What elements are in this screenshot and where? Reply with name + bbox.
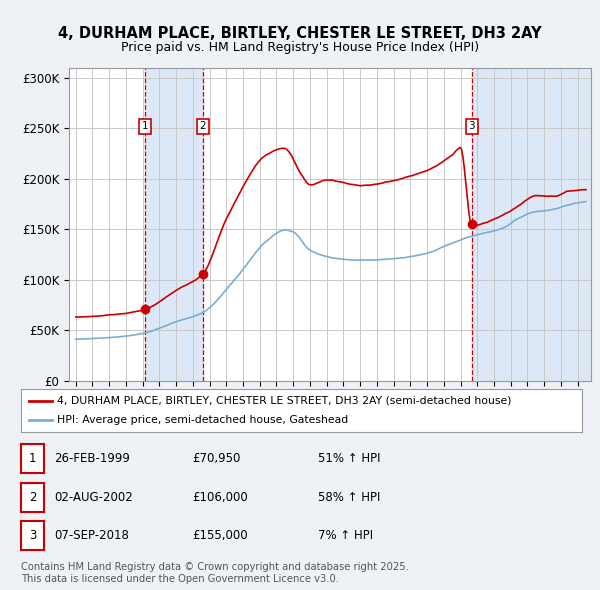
Text: £106,000: £106,000 bbox=[192, 490, 248, 504]
Text: HPI: Average price, semi-detached house, Gateshead: HPI: Average price, semi-detached house,… bbox=[58, 415, 349, 425]
Text: £155,000: £155,000 bbox=[192, 529, 248, 542]
Text: 2: 2 bbox=[200, 122, 206, 132]
Text: 7% ↑ HPI: 7% ↑ HPI bbox=[318, 529, 373, 542]
Text: 4, DURHAM PLACE, BIRTLEY, CHESTER LE STREET, DH3 2AY: 4, DURHAM PLACE, BIRTLEY, CHESTER LE STR… bbox=[58, 26, 542, 41]
Text: 26-FEB-1999: 26-FEB-1999 bbox=[54, 452, 130, 466]
Bar bbox=[472, 68, 591, 381]
Text: 51% ↑ HPI: 51% ↑ HPI bbox=[318, 452, 380, 466]
Text: Price paid vs. HM Land Registry's House Price Index (HPI): Price paid vs. HM Land Registry's House … bbox=[121, 41, 479, 54]
Text: 2: 2 bbox=[29, 490, 36, 504]
Text: 4, DURHAM PLACE, BIRTLEY, CHESTER LE STREET, DH3 2AY (semi-detached house): 4, DURHAM PLACE, BIRTLEY, CHESTER LE STR… bbox=[58, 396, 512, 406]
Text: 02-AUG-2002: 02-AUG-2002 bbox=[54, 490, 133, 504]
Text: 3: 3 bbox=[29, 529, 36, 542]
Text: 58% ↑ HPI: 58% ↑ HPI bbox=[318, 490, 380, 504]
Text: £70,950: £70,950 bbox=[192, 452, 241, 466]
Bar bbox=[145, 68, 203, 381]
Text: 1: 1 bbox=[142, 122, 148, 132]
Text: 3: 3 bbox=[469, 122, 475, 132]
Text: 07-SEP-2018: 07-SEP-2018 bbox=[54, 529, 129, 542]
Text: Contains HM Land Registry data © Crown copyright and database right 2025.
This d: Contains HM Land Registry data © Crown c… bbox=[21, 562, 409, 584]
Text: 1: 1 bbox=[29, 452, 36, 466]
